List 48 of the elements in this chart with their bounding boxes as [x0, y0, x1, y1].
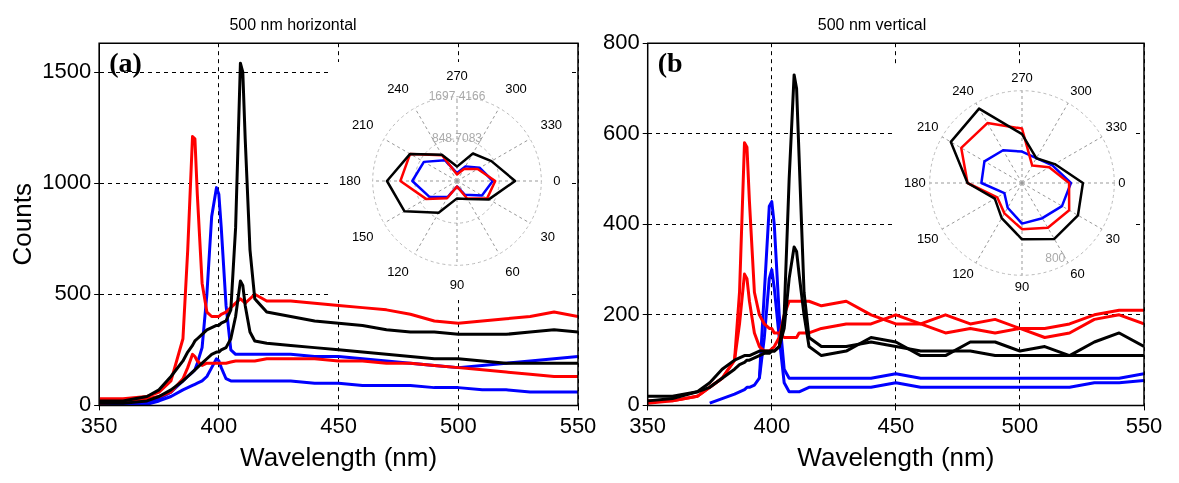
spoke-label: 30: [540, 228, 555, 244]
chart-title: 500 nm vertical: [817, 16, 927, 34]
spoke-label: 90: [1014, 278, 1030, 294]
spoke-label: 210: [916, 118, 939, 134]
annotation: 800: [1045, 251, 1066, 266]
spoke-label: 330: [540, 116, 563, 132]
spoke-label: 30: [1105, 230, 1120, 246]
x-tick-label: 400: [753, 412, 791, 438]
chart-title: 500 nm horizontal: [229, 16, 357, 34]
y-tick-label: 400: [602, 210, 640, 236]
spoke-label: 330: [1105, 118, 1128, 134]
y-tick-label: 500: [54, 280, 92, 306]
spoke-label: 180: [903, 174, 926, 190]
x-tick-label: 450: [877, 412, 915, 438]
x-tick-label: 400: [200, 412, 238, 438]
spoke-label: 0: [1118, 174, 1126, 190]
y-tick-label: 848.7083: [431, 131, 483, 146]
annotation: (a): [109, 47, 142, 79]
spoke-label: 60: [505, 263, 520, 279]
y-tick-label: 600: [602, 119, 640, 145]
spoke-label: 60: [1070, 265, 1085, 281]
spoke-label: 150: [351, 228, 374, 244]
spoke-label: 240: [952, 83, 974, 99]
spoke-label: 120: [952, 265, 974, 281]
spoke-label: 210: [351, 116, 374, 132]
x-axis-title: Wavelength (nm): [797, 441, 995, 472]
x-tick-label: 450: [320, 412, 357, 438]
spoke-label: 180: [338, 172, 361, 188]
spoke-label: 300: [505, 81, 527, 97]
spoke-label: 120: [387, 263, 409, 279]
annotation: (b: [657, 47, 683, 79]
spoke-label: 0: [553, 172, 561, 188]
spoke-label: 90: [449, 276, 465, 292]
spoke-label: 150: [916, 230, 939, 246]
x-tick-label: 550: [559, 412, 597, 438]
spoke-label: 300: [1070, 83, 1092, 99]
y-tick-label: 1697.4166: [428, 89, 486, 103]
x-tick-label: 500: [1001, 412, 1039, 438]
y-tick-label: 800: [602, 29, 640, 55]
spoke-label: 270: [446, 68, 468, 84]
x-axis-title: Wavelength (nm): [240, 441, 438, 472]
y-tick-label: 200: [602, 300, 640, 326]
x-tick-label: 550: [1125, 412, 1163, 438]
y-tick-label: 1000: [42, 169, 92, 195]
y-tick-label: 1500: [42, 58, 92, 84]
y-axis-title: Counts: [6, 183, 37, 266]
spoke-label: 240: [387, 81, 409, 97]
spoke-label: 270: [1011, 70, 1033, 86]
